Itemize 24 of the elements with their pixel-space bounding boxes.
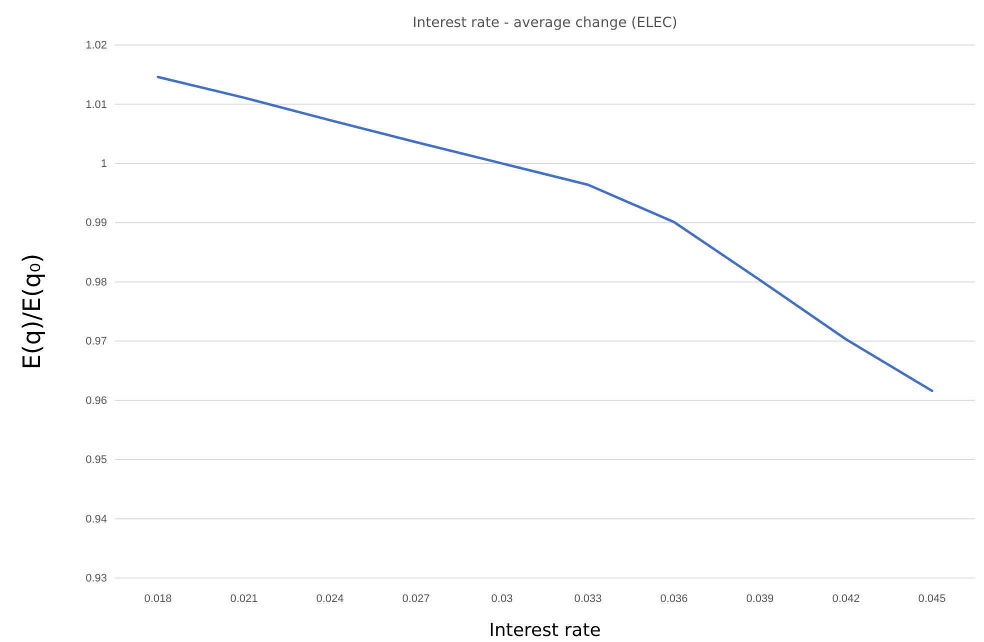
x-axis-title: Interest rate	[489, 620, 601, 641]
x-tick-label: 0.027	[402, 592, 430, 605]
y-tick-label: 0.95	[86, 454, 107, 466]
x-tick-label: 0.042	[832, 592, 860, 605]
x-tick-label: 0.036	[660, 592, 688, 605]
y-tick-label: 0.98	[86, 276, 107, 288]
y-tick-label: 1	[100, 158, 107, 170]
y-tick-label: 1.02	[86, 40, 107, 52]
x-tick-label: 0.024	[316, 592, 344, 605]
y-tick-label: 0.99	[86, 217, 107, 230]
y-tick-label: 0.96	[86, 394, 107, 407]
line-series	[156, 76, 934, 392]
y-tick-label: 0.97	[86, 336, 107, 348]
chart-title: Interest rate - average change (ELEC)	[412, 15, 678, 31]
y-axis-title: E(q)/E(q₀)	[18, 254, 46, 370]
x-tick-label: 0.018	[144, 592, 172, 605]
x-tick-label: 0.039	[746, 592, 774, 605]
x-tick-label: 0.033	[574, 592, 602, 605]
x-tick-label: 0.021	[230, 592, 258, 605]
y-tick-label: 1.01	[86, 98, 107, 111]
y-tick-label: 0.93	[86, 572, 107, 585]
x-tick-label: 0.045	[918, 592, 946, 605]
y-tick-label: 0.94	[86, 513, 107, 526]
x-tick-label: 0.03	[491, 592, 513, 605]
